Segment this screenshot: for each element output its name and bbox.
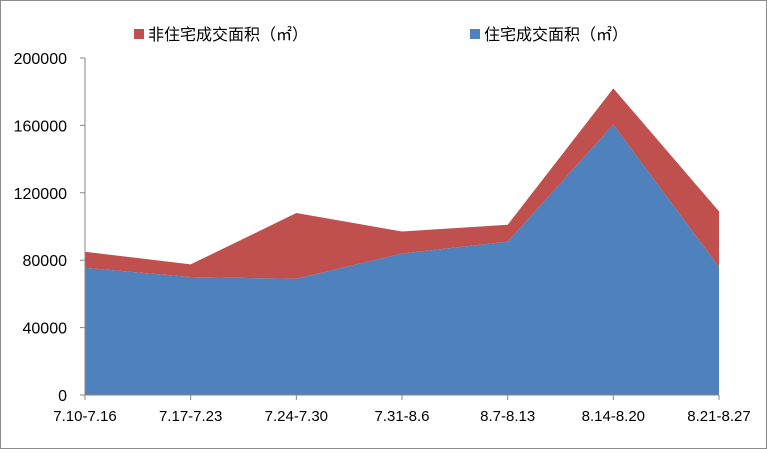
legend-item-2: 住宅成交面积（㎡）: [470, 26, 628, 44]
x-tick-label: 7.31-8.6: [374, 408, 429, 425]
x-tick-label: 7.24-7.30: [265, 408, 328, 425]
y-tick-label: 160000: [14, 118, 67, 135]
legend-swatch: [470, 29, 480, 39]
legend-label: 非住宅成交面积（㎡）: [148, 26, 308, 44]
x-tick-label: 7.17-7.23: [159, 408, 222, 425]
legend-swatch: [134, 29, 144, 39]
y-tick-label: 40000: [23, 321, 68, 338]
plot-area: [85, 88, 719, 395]
series-area-1: [85, 124, 719, 395]
legend-item-1: 非住宅成交面积（㎡）: [134, 26, 308, 44]
y-tick-label: 200000: [14, 51, 67, 68]
x-tick-label: 8.21-8.27: [687, 408, 750, 425]
x-tick-label: 7.10-7.16: [53, 408, 116, 425]
legend: 非住宅成交面积（㎡） 住宅成交面积（㎡）: [134, 26, 628, 44]
legend-label: 住宅成交面积（㎡）: [484, 26, 628, 44]
y-tick-label: 120000: [14, 186, 67, 203]
series-area-2: [85, 88, 719, 279]
x-tick-label: 8.7-8.13: [480, 408, 535, 425]
axes: 0 40000 80000 120000 160000 200000 7.10-7.16 7.…: [14, 51, 751, 425]
y-tick-label: 0: [58, 388, 67, 405]
y-tick-label: 80000: [23, 253, 68, 270]
x-tick-label: 8.14-8.20: [582, 408, 645, 425]
